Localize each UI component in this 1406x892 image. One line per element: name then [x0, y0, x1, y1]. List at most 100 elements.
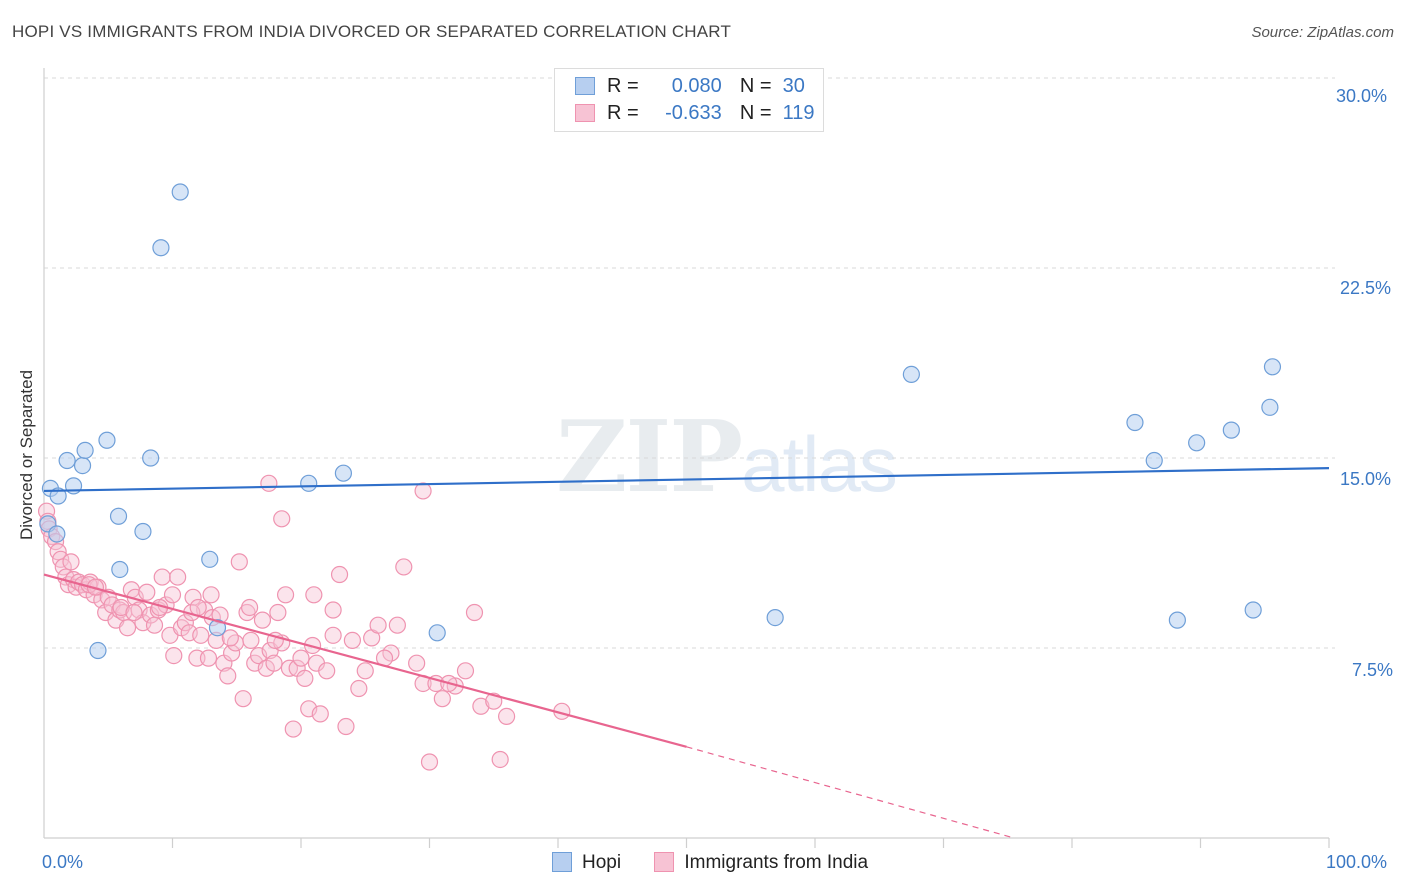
india-point	[284, 720, 302, 738]
india-point	[125, 603, 143, 622]
india-point	[192, 626, 210, 644]
india-point	[241, 598, 259, 617]
india-point	[356, 662, 374, 680]
hopi-point	[201, 550, 219, 568]
india-point	[491, 750, 509, 769]
x-tick-label: 100.0%	[1326, 852, 1388, 872]
hopi-point	[171, 183, 189, 201]
india-swatch	[575, 104, 595, 122]
hopi-swatch	[575, 77, 595, 95]
india-point	[112, 598, 130, 617]
india-point	[163, 586, 182, 604]
india-point	[219, 667, 237, 685]
india-point	[337, 717, 355, 736]
india-point	[260, 474, 278, 492]
hopi-r-value: 0.080	[671, 75, 722, 97]
hopi-point	[49, 487, 67, 505]
india-point	[296, 669, 314, 688]
india-point	[169, 568, 187, 586]
hopi-point	[109, 507, 128, 525]
india-point	[395, 558, 413, 576]
hopi-n-label: N =	[739, 75, 772, 97]
hopi-legend-swatch	[552, 852, 572, 872]
x-tick-label: 0.0%	[42, 852, 84, 872]
india-point	[165, 646, 183, 665]
india-point	[343, 631, 361, 650]
india-point	[223, 644, 241, 662]
india-point	[265, 654, 283, 672]
india-point	[138, 583, 156, 601]
hopi-legend-label: Hopi	[582, 852, 622, 873]
hopi-point	[1222, 421, 1240, 439]
y-tick-label: 22.5%	[1340, 278, 1392, 298]
india-point	[292, 649, 310, 667]
hopi-points	[39, 183, 1282, 660]
india-point	[118, 619, 137, 637]
india-point	[202, 586, 220, 604]
hopi-point	[152, 239, 170, 257]
india-point	[153, 568, 171, 586]
india-point	[184, 588, 202, 606]
hopi-point	[1126, 413, 1144, 432]
hopi-point	[766, 608, 784, 627]
source-credit: Source: ZipAtlas.com	[1251, 24, 1394, 41]
legend-item-india[interactable]: Immigrants from India	[654, 852, 868, 874]
hopi-point	[111, 560, 129, 579]
india-point	[242, 631, 260, 650]
legend-item-hopi[interactable]: Hopi	[552, 852, 621, 874]
india-point	[330, 565, 349, 584]
india-point	[189, 598, 207, 617]
hopi-point	[1168, 611, 1186, 629]
hopi-n-value: 30	[782, 75, 805, 97]
india-point	[230, 553, 248, 571]
india-point	[324, 601, 342, 619]
hopi-point	[1261, 398, 1279, 416]
india-point	[62, 553, 80, 571]
chart-title: HOPI VS IMMIGRANTS FROM INDIA DIVORCED O…	[12, 22, 732, 41]
india-point	[318, 662, 336, 680]
india-point	[369, 616, 387, 634]
india-legend-label: Immigrants from India	[684, 852, 869, 873]
india-point	[408, 654, 426, 672]
hopi-point	[300, 474, 318, 492]
india-r-value: -0.633	[665, 102, 722, 124]
india-point	[176, 614, 194, 632]
hopi-point	[208, 619, 227, 637]
india-trend-extension	[686, 746, 1015, 839]
india-point	[472, 697, 490, 715]
hopi-point	[98, 431, 116, 449]
india-point	[221, 629, 239, 647]
hopi-point	[428, 624, 446, 642]
axes	[43, 68, 1330, 848]
india-point	[414, 482, 432, 500]
india-point	[253, 611, 272, 629]
india-point	[269, 603, 287, 622]
hopi-point	[334, 464, 353, 482]
legend-row-hopi: R = 0.080 N = 30	[575, 75, 805, 99]
trend-lines	[43, 467, 1330, 839]
india-point	[465, 603, 484, 622]
hopi-point	[89, 641, 107, 660]
india-point	[350, 679, 368, 698]
hopi-r-label: R =	[607, 75, 639, 97]
y-tick-label: 30.0%	[1336, 86, 1388, 106]
legend-row-india: R = -0.633 N = 119	[575, 102, 815, 126]
hopi-point	[58, 451, 76, 470]
india-point	[324, 626, 342, 644]
india-point	[273, 510, 291, 528]
india-point	[456, 662, 475, 680]
india-point	[388, 616, 406, 634]
india-point	[498, 707, 516, 726]
hopi-point	[1145, 451, 1163, 470]
hopi-point	[1188, 434, 1206, 452]
hopi-point	[902, 365, 920, 383]
y-tick-label: 7.5%	[1352, 660, 1394, 680]
series-legend: Hopi Immigrants from India	[552, 852, 896, 874]
india-points	[37, 474, 571, 771]
correlation-legend: R = 0.080 N = 30 R = -0.633 N = 119	[554, 68, 824, 132]
y-axis-label: Divorced or Separated	[17, 369, 36, 541]
india-point	[433, 690, 451, 708]
hopi-point	[48, 525, 66, 543]
india-n-label: N =	[739, 102, 772, 124]
